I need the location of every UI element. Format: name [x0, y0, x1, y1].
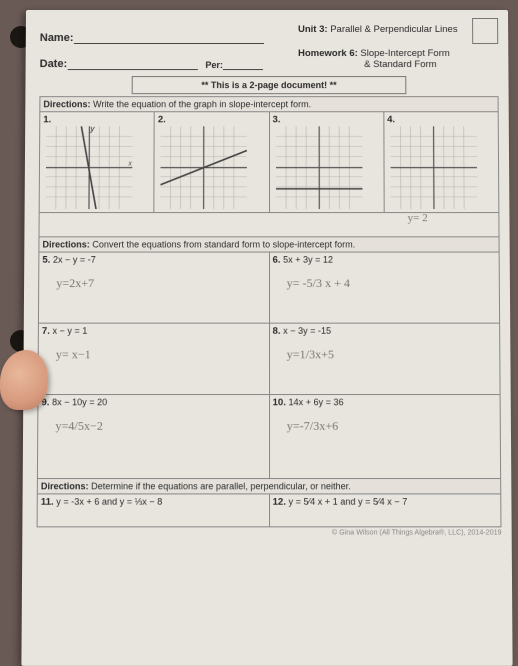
q5-hand: y=2x+7	[56, 276, 279, 291]
per-label: Per:	[205, 60, 223, 70]
graph-2	[161, 126, 248, 209]
header-row-2: Date: Per: Homework 6: Slope-Intercept F…	[40, 48, 499, 70]
hw-info: Homework 6: Slope-Intercept Form & Stand…	[298, 48, 498, 70]
q7-cell: 7. x − y = 1 y= x−1	[38, 323, 269, 394]
name-label: Name:	[40, 32, 74, 44]
unit-label: Unit 3:	[298, 24, 328, 35]
q10-cell: 10. 14x + 6y = 36 y=-7/3x+6	[269, 395, 501, 479]
q6-hand: y= -5/3 x + 4	[287, 276, 510, 291]
q3-num: 3.	[273, 114, 281, 125]
header-row-1: Name: Unit 3: Parallel & Perpendicular L…	[40, 24, 498, 44]
q4-num: 4.	[387, 114, 395, 125]
unit-info: Unit 3: Parallel & Perpendicular Lines	[298, 24, 498, 44]
date-blank	[67, 58, 197, 70]
q9-hand: y=4/5x−2	[55, 419, 279, 434]
q8-hand: y=1/3x+5	[287, 347, 511, 362]
q6-cell: 6. 5x + 3y = 12 y= -5/3 x + 4	[269, 252, 500, 323]
q10-hand: y=-7/3x+6	[287, 419, 511, 434]
graph-3	[276, 126, 363, 209]
unit-title: Parallel & Perpendicular Lines	[330, 24, 457, 35]
sectionB-directions: Directions: Convert the equations from s…	[39, 237, 499, 252]
q3-cell: 3.	[269, 112, 384, 213]
hw-label: Homework 6:	[298, 48, 358, 59]
name-blank	[73, 32, 263, 44]
sectionA-directions: Directions: Write the equation of the gr…	[40, 97, 498, 112]
q5-cell: 5. 2x − y = -7 y=2x+7	[38, 252, 269, 323]
worksheet-table: Directions: Write the equation of the gr…	[37, 96, 502, 527]
copyright-footer: © Gina Wilson (All Things Algebra®, LLC)…	[37, 529, 502, 536]
q12-cell: 12. y = 5⁄4 x + 1 and y = 5⁄4 x − 7	[269, 494, 501, 527]
two-page-banner: ** This is a 2-page document! **	[131, 76, 406, 94]
q2-cell: 2.	[154, 112, 269, 213]
hw-title-2: & Standard Form	[364, 59, 437, 70]
q9-cell: 9. 8x − 10y = 20 y=4/5x−2	[37, 395, 269, 479]
date-label: Date:	[40, 58, 68, 70]
q11-cell: 11. y = -3x + 6 and y = ⅓x − 8	[37, 494, 269, 527]
graph-4	[390, 126, 477, 209]
finger-photo-artifact	[0, 350, 48, 410]
worksheet-paper: Name: Unit 3: Parallel & Perpendicular L…	[21, 10, 512, 666]
per-blank	[223, 58, 263, 70]
hw-title-1: Slope-Intercept Form	[360, 48, 449, 59]
q8-cell: 8. x − 3y = -15 y=1/3x+5	[269, 323, 500, 394]
q2-num: 2.	[158, 114, 166, 125]
q4-handwritten: y= 2	[408, 212, 516, 224]
sectionC-directions: Directions: Determine if the equations a…	[37, 479, 500, 494]
q4-cell: 4. y= 2	[384, 112, 499, 213]
q1-num: 1.	[43, 114, 51, 125]
unit-box	[472, 18, 498, 44]
q7-hand: y= x−1	[56, 347, 280, 362]
graph-1: x	[46, 126, 133, 209]
svg-text:x: x	[127, 161, 132, 168]
q1-cell: 1. y	[39, 112, 154, 213]
